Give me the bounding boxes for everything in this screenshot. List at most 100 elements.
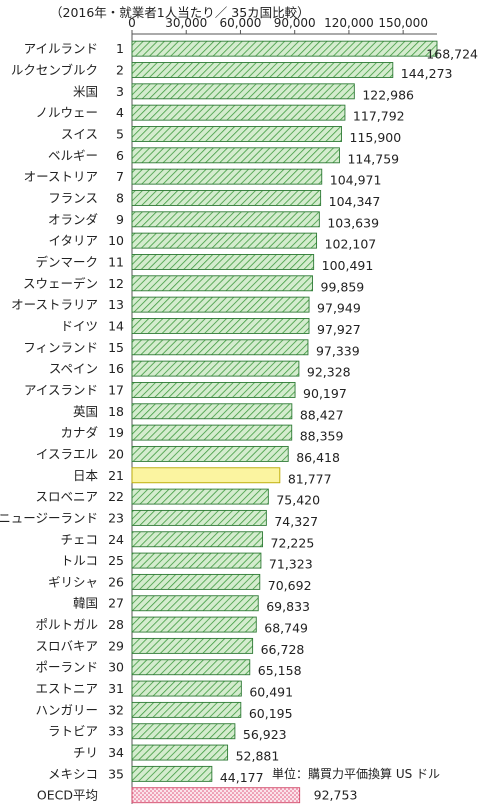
bar <box>131 339 309 356</box>
rank-label: 11 <box>108 254 124 269</box>
category-label: スイス <box>61 126 98 141</box>
value-label: 56,923 <box>243 727 287 742</box>
value-label: 66,728 <box>261 642 305 657</box>
category-label: アイルランド <box>24 41 98 56</box>
bar <box>131 147 340 164</box>
bar <box>131 254 315 270</box>
category-label: フィンランド <box>23 340 98 355</box>
bar <box>131 595 259 612</box>
value-label: 68,749 <box>264 621 308 636</box>
value-label: 117,792 <box>353 109 405 124</box>
bar <box>131 275 313 292</box>
rank-label: 35 <box>108 766 124 781</box>
rank-label: 1 <box>116 41 124 56</box>
rank-label: 27 <box>108 596 124 611</box>
value-label: 115,900 <box>350 130 402 145</box>
bar <box>131 552 262 569</box>
rank-label: 22 <box>108 489 124 504</box>
category-label: チェコ <box>60 532 98 547</box>
value-label: 122,986 <box>362 87 414 102</box>
category-label: 韓国 <box>73 596 98 611</box>
value-label: 60,491 <box>249 685 293 700</box>
value-label: 168,724 <box>426 47 478 62</box>
bar <box>131 83 355 100</box>
rank-label: 4 <box>116 105 124 120</box>
value-label: 97,339 <box>316 343 360 358</box>
bar <box>131 168 323 185</box>
rank-label: 15 <box>108 340 124 355</box>
category-label: アイスランド <box>24 382 98 397</box>
bar <box>131 445 289 462</box>
value-label: 103,639 <box>327 215 379 230</box>
value-label: 144,273 <box>401 66 453 81</box>
rank-label: 30 <box>108 660 124 675</box>
category-label: スウェーデン <box>23 276 98 291</box>
x-tick-label: 30,000 <box>165 16 207 30</box>
value-label: 72,225 <box>271 535 315 550</box>
bar <box>131 488 269 505</box>
category-label: スロバキア <box>35 638 98 653</box>
x-tick-label: 120,000 <box>324 16 374 30</box>
value-label: 90,197 <box>303 386 347 401</box>
rank-label: 28 <box>108 617 124 632</box>
labels-layer: アイルランド 1 168,724 ルクセンブルク 2 144,273 米国 3 122,986 ノ… <box>0 41 478 803</box>
bar <box>131 659 251 676</box>
rank-label: 8 <box>116 190 124 205</box>
rank-label: 19 <box>108 425 124 440</box>
category-label: ギリシャ <box>48 574 98 589</box>
value-label: 86,418 <box>296 450 340 465</box>
bar <box>131 318 310 334</box>
category-label: 日本 <box>73 468 99 483</box>
bars-layer <box>131 40 438 804</box>
bar <box>131 509 267 526</box>
value-label: 88,359 <box>300 429 344 444</box>
bar <box>131 616 257 633</box>
rank-label: 34 <box>108 745 124 760</box>
category-label: チリ <box>73 745 98 760</box>
rank-label: 21 <box>108 468 124 483</box>
category-label: イスラエル <box>36 446 98 461</box>
bar <box>131 723 236 740</box>
category-label: ポルトガル <box>35 617 98 632</box>
bar <box>131 40 438 57</box>
category-label: デンマーク <box>35 254 98 269</box>
rank-label: 5 <box>116 126 124 141</box>
bar <box>131 360 300 377</box>
bar <box>131 424 293 441</box>
bar <box>131 104 346 121</box>
bar <box>131 126 342 142</box>
bar <box>131 381 296 398</box>
category-label: ニュージーランド <box>0 510 98 525</box>
rank-label: 13 <box>108 297 124 312</box>
rank-label: 9 <box>116 212 124 227</box>
value-label: 65,158 <box>258 663 302 678</box>
x-tick-label: 0 <box>128 16 136 30</box>
value-label: 44,177 <box>220 770 264 785</box>
value-label: 99,859 <box>321 279 365 294</box>
category-label: ドイツ <box>60 318 98 333</box>
bar <box>131 787 301 804</box>
bar <box>131 232 318 249</box>
value-label: 52,881 <box>236 749 280 764</box>
category-label: メキシコ <box>48 766 98 781</box>
value-label: 69,833 <box>266 599 310 614</box>
bar <box>131 190 322 206</box>
category-label: 米国 <box>73 84 98 99</box>
bar <box>131 765 213 782</box>
bar <box>131 573 261 590</box>
rank-label: 24 <box>108 532 124 547</box>
bar <box>131 531 264 548</box>
category-label: OECD平均 <box>37 788 98 803</box>
rank-label: 18 <box>108 404 124 419</box>
value-label: 75,420 <box>276 493 320 508</box>
category-label: イタリア <box>48 233 98 248</box>
category-label: オーストラリア <box>11 297 98 312</box>
rank-label: 7 <box>116 169 124 184</box>
bar <box>131 701 242 718</box>
value-label: 70,692 <box>268 578 312 593</box>
rank-label: 20 <box>108 446 124 461</box>
rank-label: 6 <box>116 148 124 163</box>
rank-label: 16 <box>108 361 124 376</box>
bar <box>131 403 293 420</box>
